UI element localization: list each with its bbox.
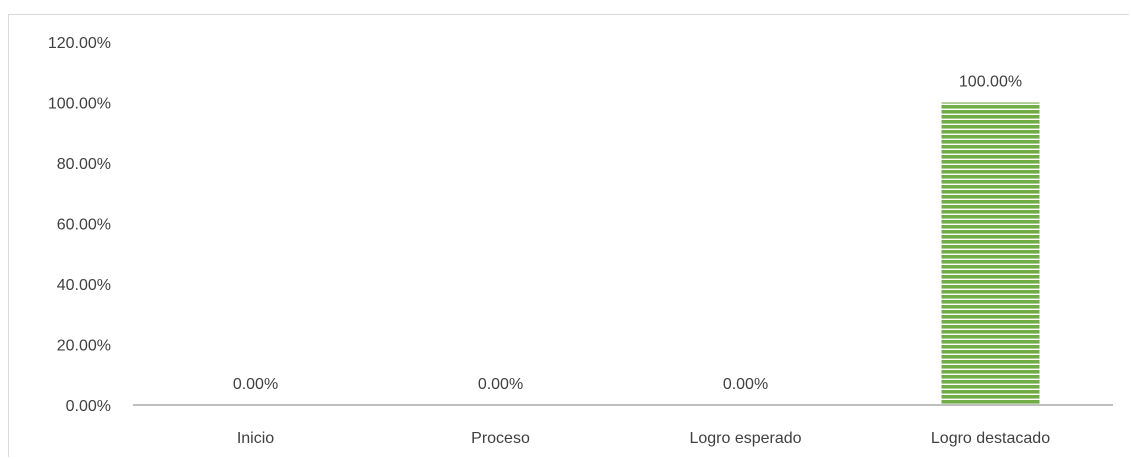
y-tick-label: 20.00%	[57, 338, 111, 355]
y-tick-label: 60.00%	[57, 217, 111, 234]
data-label: 100.00%	[959, 74, 1022, 91]
y-axis-tick-labels: 0.00% 20.00% 40.00% 60.00% 80.00% 100.00% 120.…	[48, 35, 111, 415]
data-label: 0.00%	[233, 376, 278, 393]
x-category-label: Proceso	[471, 430, 530, 447]
x-category-label: Logro destacado	[931, 430, 1050, 447]
y-tick-label: 100.00%	[48, 96, 111, 113]
data-label: 0.00%	[478, 376, 523, 393]
bars	[941, 102, 1040, 405]
data-labels: 0.00% 0.00% 0.00% 100.00%	[233, 74, 1022, 394]
x-axis-category-labels: Inicio Proceso Logro esperado Logro destaca…	[237, 430, 1050, 447]
x-category-label: Logro esperado	[689, 430, 801, 447]
chart-frame	[8, 14, 1129, 457]
bar-logro-destacado	[941, 102, 1040, 405]
y-tick-label: 40.00%	[57, 277, 111, 294]
y-tick-label: 120.00%	[48, 35, 111, 52]
y-tick-label: 0.00%	[66, 398, 111, 415]
y-tick-label: 80.00%	[57, 156, 111, 173]
x-category-label: Inicio	[237, 430, 274, 447]
data-label: 0.00%	[723, 376, 768, 393]
